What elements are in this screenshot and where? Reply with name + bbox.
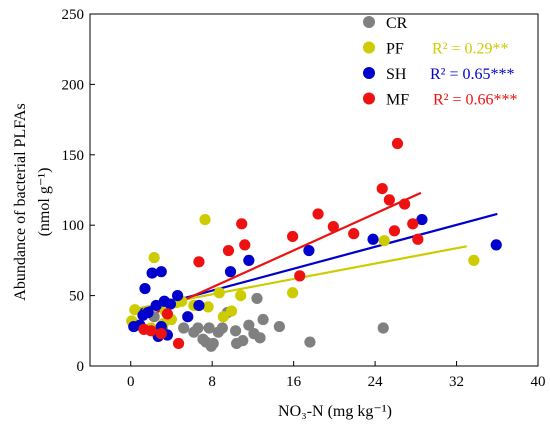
data-point-sh (142, 306, 154, 319)
legend-marker-pf (363, 41, 375, 54)
x-tick-label: 0 (127, 374, 135, 390)
data-point-mf (407, 218, 419, 230)
data-point-mf (348, 228, 360, 240)
legend-label-cr: CR (386, 15, 408, 32)
y-tick-label: 250 (62, 7, 85, 23)
data-point-pf (235, 290, 247, 302)
data-point-mf (327, 221, 339, 233)
y-axis-title-line1: Abundance of bacterial PLFAs (12, 103, 29, 300)
data-point-sh (490, 239, 502, 251)
data-point-mf (155, 328, 167, 340)
data-point-cr (203, 322, 215, 334)
data-point-sh (146, 267, 158, 279)
data-points (126, 137, 502, 352)
trend-line-mf (140, 191, 422, 321)
data-point-mf (391, 137, 404, 150)
x-tick-label: 16 (286, 374, 302, 390)
x-tick-label: 8 (208, 374, 216, 390)
r2-label-mf: R² = 0.66*** (433, 92, 518, 109)
data-point-cr (243, 319, 255, 331)
data-point-mf (294, 270, 306, 282)
data-point-mf (172, 337, 185, 350)
data-point-mf (388, 225, 401, 237)
data-point-mf (412, 233, 424, 245)
data-point-cr (254, 332, 266, 344)
x-tick-label: 32 (449, 374, 464, 390)
data-point-sh (243, 254, 255, 266)
y-axis-title: Abundance of bacterial PLFAs (nmol g⁻¹) (12, 103, 53, 300)
data-point-sh (303, 244, 315, 257)
data-point-cr (237, 335, 249, 347)
data-point-mf (161, 308, 173, 320)
y-tick-label: 200 (62, 77, 85, 93)
data-point-cr (304, 336, 316, 348)
data-point-pf (468, 254, 480, 266)
data-point-pf (213, 287, 225, 299)
legend: CR PF R² = 0.29** SH R² = 0.65*** MF R² = 0.66… (363, 15, 518, 109)
legend-marker-sh (363, 67, 375, 79)
legend-label-mf: MF (386, 92, 409, 109)
legend-marker-mf (363, 92, 375, 105)
data-point-mf (383, 194, 395, 206)
data-point-mf (193, 256, 205, 268)
data-point-cr (192, 322, 204, 334)
y-tick-label: 150 (62, 148, 85, 164)
data-point-sh (182, 311, 194, 323)
data-point-cr (207, 337, 219, 350)
data-point-mf (239, 239, 251, 251)
data-point-pf (199, 213, 211, 226)
data-point-pf (129, 304, 141, 316)
data-point-sh (416, 213, 428, 226)
r2-label-sh: R² = 0.65*** (430, 66, 515, 83)
legend-marker-cr (363, 16, 375, 28)
data-point-pf (287, 287, 299, 299)
data-point-sh (139, 282, 151, 295)
data-point-pf (378, 235, 390, 247)
data-point-sh (193, 299, 205, 312)
data-point-cr (216, 322, 228, 334)
y-tick-label: 0 (77, 359, 85, 375)
data-point-sh (367, 233, 379, 245)
y-tick-label: 100 (62, 218, 85, 234)
data-point-sh (164, 298, 177, 310)
data-point-cr (251, 292, 263, 305)
data-point-cr (257, 313, 269, 326)
y-tick-label: 50 (69, 289, 84, 305)
series-mf (138, 137, 424, 350)
legend-label-pf: PF (386, 41, 404, 58)
data-point-pf (202, 301, 214, 313)
plot-frame (89, 13, 539, 367)
data-point-mf (222, 244, 235, 257)
data-point-pf (148, 251, 160, 264)
plot-area: 0 8 16 24 32 40 0 50 100 150 200 250 (62, 7, 546, 390)
r2-label-pf: R² = 0.29** (432, 41, 509, 58)
data-point-cr (377, 322, 389, 334)
x-tick-label: 24 (368, 374, 384, 390)
data-point-pf (225, 305, 238, 317)
axis-ticks: 0 8 16 24 32 40 0 50 100 150 200 250 (62, 7, 546, 390)
data-point-mf (287, 230, 299, 243)
data-point-cr (178, 322, 190, 334)
data-point-mf (399, 198, 411, 210)
data-point-sh (171, 290, 184, 302)
data-point-mf (376, 182, 388, 195)
data-point-pf (217, 311, 229, 323)
data-point-mf (236, 218, 248, 230)
data-point-cr (230, 325, 242, 337)
x-tick-label: 40 (531, 374, 546, 390)
data-point-cr (273, 320, 285, 333)
data-point-mf (312, 208, 324, 220)
data-point-mf (145, 325, 157, 337)
data-point-sh (155, 266, 167, 278)
y-axis-title-line2: (nmol g⁻¹) (36, 168, 53, 237)
data-point-sh (224, 266, 237, 278)
x-axis-title: NO₃-N (mg kg⁻¹) (278, 403, 392, 420)
legend-label-sh: SH (386, 66, 407, 83)
